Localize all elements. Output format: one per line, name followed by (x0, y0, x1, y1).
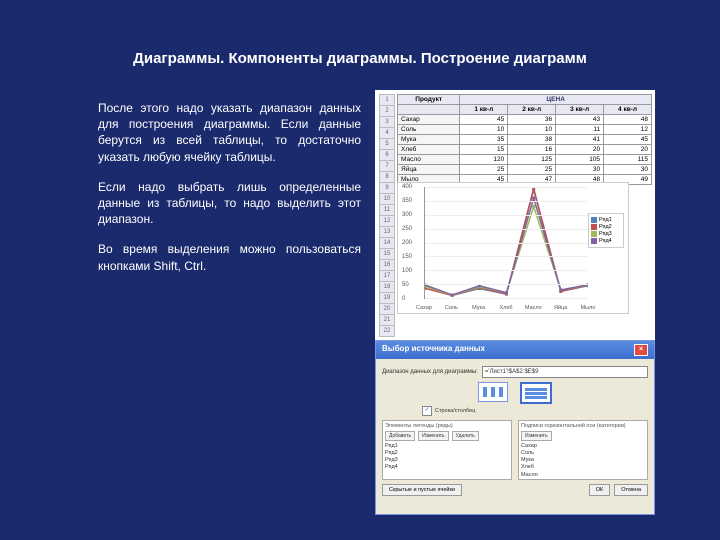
cell-value: 115 (604, 155, 652, 165)
chart-legend: Ряд1Ряд2Ряд3Ряд4 (588, 213, 624, 248)
btn-edit-axis[interactable]: Изменить (521, 431, 552, 441)
cell-value: 16 (508, 145, 556, 155)
cell-value: 48 (604, 115, 652, 125)
paragraph-3: Во время выделения можно пользоваться кн… (98, 241, 361, 273)
row-product: Яйца (398, 165, 460, 175)
col-quarter: 2 кв-л (508, 105, 556, 115)
data-table: Продукт ЦЕНА 1 кв-л2 кв-л3 кв-л4 кв-л Са… (397, 94, 652, 185)
data-source-dialog: Выбор источника данных × Диапазон данных… (375, 340, 655, 515)
axis-list-item[interactable]: Масло (521, 472, 645, 479)
cell-value: 125 (508, 155, 556, 165)
cell-value: 25 (508, 165, 556, 175)
axis-pane: Подписи горизонтальной оси (категории) И… (518, 420, 648, 480)
range-input[interactable]: ='Лист1'!$A$2:$E$9 (482, 366, 648, 378)
cell-value: 35 (460, 135, 508, 145)
legend-pane-title: Элементы легенды (ряды) (385, 423, 509, 429)
legend-pane: Элементы легенды (ряды) Добавить Изменит… (382, 420, 512, 480)
cell-value: 20 (604, 145, 652, 155)
excel-screenshot: 12345678910111213141516171819202122 Прод… (375, 90, 655, 515)
cell-value: 36 (508, 115, 556, 125)
legend-list-item[interactable]: Ряд2 (385, 450, 509, 457)
row-product: Мука (398, 135, 460, 145)
close-icon[interactable]: × (634, 344, 648, 356)
cell-value: 20 (556, 145, 604, 155)
cell-value: 43 (556, 115, 604, 125)
btn-ok[interactable]: ОК (589, 484, 610, 496)
legend-list-item[interactable]: Ряд4 (385, 464, 509, 471)
axis-list-item[interactable]: Мука (521, 457, 645, 464)
cell-value: 45 (460, 115, 508, 125)
col-quarter: 4 кв-л (604, 105, 652, 115)
btn-add[interactable]: Добавить (385, 431, 415, 441)
col-price-merged: ЦЕНА (460, 95, 652, 105)
cell-value: 41 (556, 135, 604, 145)
col-product: Продукт (398, 95, 460, 105)
cell-value: 30 (604, 165, 652, 175)
btn-hidden-cells[interactable]: Скрытые и пустые ячейки (382, 484, 462, 496)
btn-edit[interactable]: Изменить (418, 431, 449, 441)
col-quarter: 3 кв-л (556, 105, 604, 115)
axis-list-item[interactable]: Сахар (521, 443, 645, 450)
line-chart: Ряд1Ряд2Ряд3Ряд4 05010015020025030035040… (397, 182, 629, 314)
dialog-title: Выбор источника данных (382, 344, 485, 356)
legend-list-item[interactable]: Ряд3 (385, 457, 509, 464)
col-quarter: 1 кв-л (460, 105, 508, 115)
row-product: Соль (398, 125, 460, 135)
cell-value: 11 (556, 125, 604, 135)
row-product: Масло (398, 155, 460, 165)
row-product: Сахар (398, 115, 460, 125)
legend-list-item[interactable]: Ряд1 (385, 443, 509, 450)
btn-cancel[interactable]: Отмена (614, 484, 648, 496)
paragraph-2: Если надо выбрать лишь определенные данн… (98, 179, 361, 228)
diagram-option-1[interactable] (478, 382, 508, 402)
cell-value: 10 (460, 125, 508, 135)
cell-value: 12 (604, 125, 652, 135)
cell-value: 105 (556, 155, 604, 165)
range-label: Диапазон данных для диаграммы: (382, 369, 478, 375)
paragraph-1: После этого надо указать диапазон данных… (98, 100, 361, 165)
cell-value: 38 (508, 135, 556, 145)
cell-value: 25 (460, 165, 508, 175)
btn-delete[interactable]: Удалить (452, 431, 479, 441)
slide-title: Диаграммы. Компоненты диаграммы. Построе… (0, 50, 720, 67)
axis-list-item[interactable]: Хлеб (521, 464, 645, 471)
axis-pane-title: Подписи горизонтальной оси (категории) (521, 423, 645, 429)
cell-value: 45 (604, 135, 652, 145)
switch-rowcol[interactable]: ✓Строка/столбец (422, 406, 475, 416)
cell-value: 120 (460, 155, 508, 165)
cell-value: 15 (460, 145, 508, 155)
body-text: После этого надо указать диапазон данных… (98, 100, 361, 288)
axis-list-item[interactable]: Соль (521, 450, 645, 457)
row-product: Хлеб (398, 145, 460, 155)
diagram-option-2[interactable] (520, 382, 552, 404)
cell-value: 10 (508, 125, 556, 135)
cell-value: 30 (556, 165, 604, 175)
